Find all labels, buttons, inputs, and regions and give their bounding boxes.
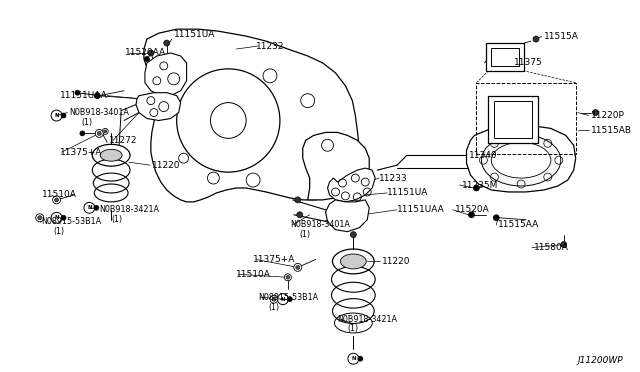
Circle shape: [350, 232, 356, 238]
Text: 11580A: 11580A: [534, 243, 569, 252]
Bar: [494, 101, 532, 138]
Text: 11220: 11220: [382, 257, 411, 266]
Circle shape: [284, 274, 291, 281]
Circle shape: [164, 40, 170, 46]
Text: 11375+A: 11375+A: [253, 255, 296, 264]
Circle shape: [104, 130, 107, 133]
Text: J11200WP: J11200WP: [578, 356, 623, 365]
Ellipse shape: [340, 254, 366, 269]
Circle shape: [296, 265, 300, 269]
Text: N: N: [351, 356, 356, 361]
Circle shape: [287, 297, 292, 302]
Text: (1): (1): [54, 227, 65, 236]
Text: N0B918-3421A: N0B918-3421A: [99, 205, 159, 214]
Bar: [488, 96, 538, 143]
Circle shape: [270, 295, 278, 303]
Circle shape: [286, 276, 290, 279]
Bar: [492, 48, 519, 66]
Ellipse shape: [100, 149, 122, 161]
Circle shape: [468, 212, 474, 218]
Text: (1): (1): [111, 215, 122, 224]
Text: N: N: [54, 113, 59, 118]
Text: 11220: 11220: [152, 161, 180, 170]
Circle shape: [561, 241, 567, 247]
Circle shape: [38, 216, 42, 220]
Circle shape: [80, 131, 85, 136]
Circle shape: [95, 129, 103, 137]
Text: N0B918-3421A: N0B918-3421A: [337, 314, 397, 324]
Text: N08915-53B1A: N08915-53B1A: [258, 293, 318, 302]
Ellipse shape: [481, 134, 561, 186]
Circle shape: [36, 214, 44, 222]
Circle shape: [94, 205, 99, 210]
Circle shape: [297, 212, 303, 218]
Circle shape: [593, 110, 598, 116]
Circle shape: [75, 90, 80, 95]
Polygon shape: [136, 93, 180, 121]
Circle shape: [474, 185, 479, 191]
Text: 11272: 11272: [109, 136, 138, 145]
Text: N: N: [87, 205, 92, 210]
Text: 11151UA: 11151UA: [387, 189, 429, 198]
Circle shape: [295, 197, 301, 203]
Circle shape: [358, 356, 363, 361]
Text: 11515AA: 11515AA: [499, 220, 540, 229]
Text: 11220P: 11220P: [591, 111, 625, 120]
Text: (1): (1): [300, 230, 311, 239]
Polygon shape: [144, 29, 359, 202]
Circle shape: [533, 36, 539, 42]
Text: 11515AB: 11515AB: [591, 126, 632, 135]
Text: 11520A: 11520A: [454, 205, 490, 214]
Text: N: N: [54, 215, 59, 220]
Text: (1): (1): [268, 302, 279, 312]
Bar: [476, 83, 576, 154]
Text: N0B918-3401A: N0B918-3401A: [70, 108, 129, 117]
Circle shape: [272, 297, 276, 301]
Text: 11510A: 11510A: [236, 270, 271, 279]
Circle shape: [493, 215, 499, 221]
Circle shape: [54, 198, 59, 202]
Ellipse shape: [492, 142, 551, 178]
Text: N: N: [280, 296, 285, 302]
Circle shape: [148, 50, 154, 56]
Text: (1): (1): [81, 118, 93, 127]
Text: 11232: 11232: [256, 42, 285, 51]
Text: 11151UA: 11151UA: [173, 30, 215, 39]
Text: N0B918-3401A: N0B918-3401A: [290, 220, 349, 229]
Circle shape: [294, 263, 301, 271]
Circle shape: [145, 57, 149, 61]
Text: N08915-53B1A: N08915-53B1A: [42, 217, 102, 226]
Circle shape: [61, 113, 66, 118]
Text: 11375: 11375: [514, 58, 543, 67]
Text: 11515A: 11515A: [544, 32, 579, 41]
Text: 11520AA: 11520AA: [125, 48, 166, 58]
Text: 11375+A: 11375+A: [60, 148, 102, 157]
Text: 11235M: 11235M: [461, 180, 498, 189]
Polygon shape: [326, 200, 369, 232]
Polygon shape: [145, 53, 187, 96]
Polygon shape: [328, 168, 375, 202]
Circle shape: [102, 128, 108, 134]
Circle shape: [52, 196, 61, 204]
Circle shape: [94, 93, 100, 99]
Text: 11151UAA: 11151UAA: [60, 91, 108, 100]
Circle shape: [97, 131, 101, 135]
Text: 11340: 11340: [468, 151, 497, 160]
Polygon shape: [303, 132, 369, 200]
Bar: [486, 43, 524, 71]
Text: 11151UAA: 11151UAA: [397, 205, 445, 214]
Polygon shape: [467, 125, 576, 192]
Circle shape: [61, 215, 66, 220]
Text: 11233: 11233: [379, 174, 408, 183]
Text: 11510A: 11510A: [42, 190, 77, 199]
Text: (1): (1): [348, 324, 358, 333]
